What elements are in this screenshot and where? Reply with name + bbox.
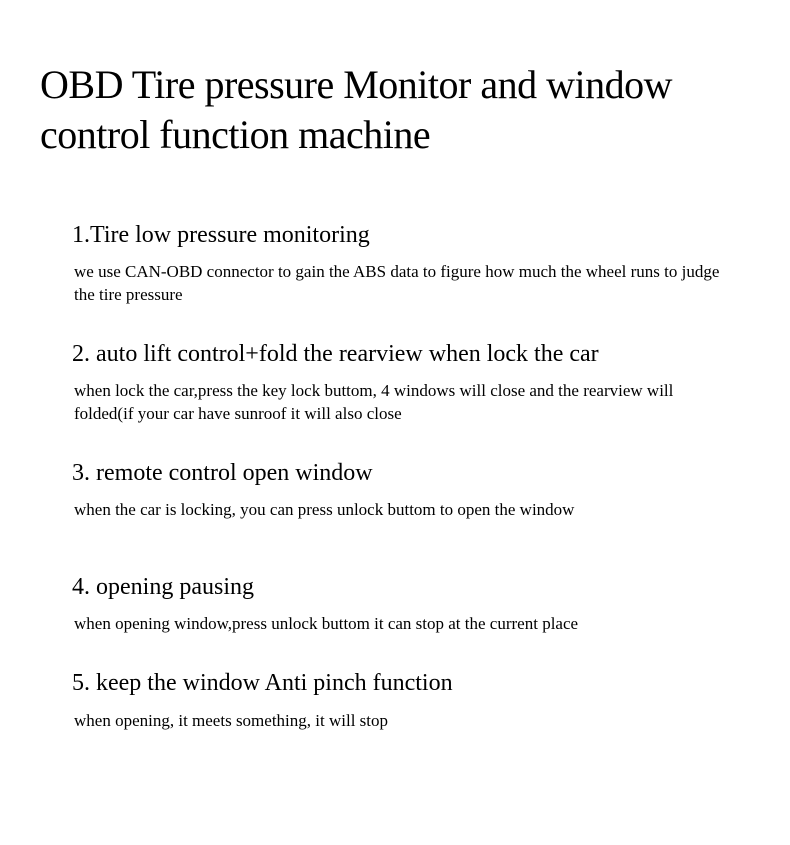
feature-description: when opening window,press unlock buttom … xyxy=(72,613,730,636)
feature-item: 1.Tire low pressure monitoring we use CA… xyxy=(72,220,730,307)
feature-heading: 1.Tire low pressure monitoring xyxy=(72,220,730,251)
feature-heading: 5. keep the window Anti pinch function xyxy=(72,668,730,699)
feature-description: when lock the car,press the key lock but… xyxy=(72,380,730,426)
feature-item: 5. keep the window Anti pinch function w… xyxy=(72,668,730,732)
feature-item: 3. remote control open window when the c… xyxy=(72,458,730,522)
feature-description: when opening, it meets something, it wil… xyxy=(72,710,730,733)
feature-description: when the car is locking, you can press u… xyxy=(72,499,730,522)
feature-item: 4. opening pausing when opening window,p… xyxy=(72,572,730,636)
feature-item: 2. auto lift control+fold the rearview w… xyxy=(72,339,730,426)
features-list: 1.Tire low pressure monitoring we use CA… xyxy=(40,220,750,733)
feature-heading: 2. auto lift control+fold the rearview w… xyxy=(72,339,730,370)
feature-heading: 3. remote control open window xyxy=(72,458,730,489)
document-container: OBD Tire pressure Monitor and window con… xyxy=(0,0,790,805)
feature-heading: 4. opening pausing xyxy=(72,572,730,603)
page-title: OBD Tire pressure Monitor and window con… xyxy=(40,60,750,160)
feature-description: we use CAN-OBD connector to gain the ABS… xyxy=(72,261,730,307)
